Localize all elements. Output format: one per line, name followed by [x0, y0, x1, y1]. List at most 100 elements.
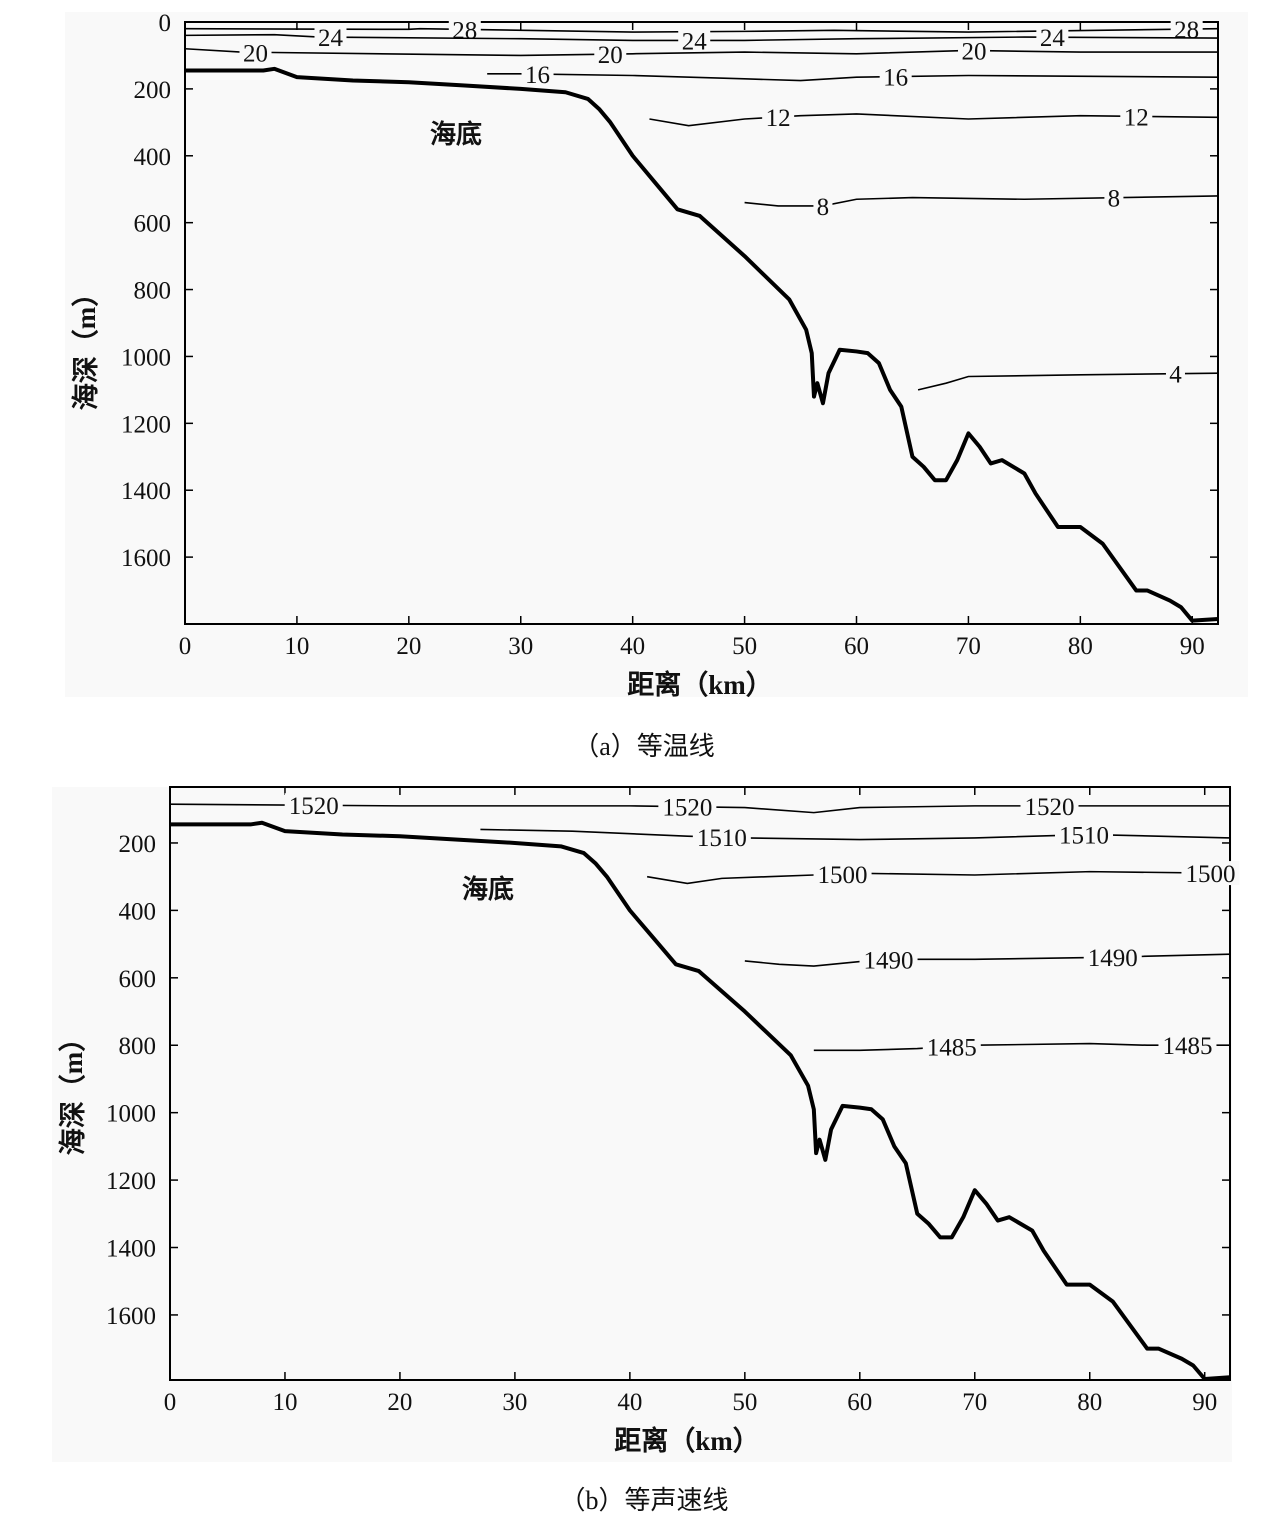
contour-label: 1485: [1162, 1033, 1212, 1060]
x-tick-label: 60: [847, 1389, 872, 1416]
y-tick-label: 400: [119, 898, 157, 925]
contour-label: 24: [318, 25, 344, 52]
seabed-label: 海底: [430, 119, 482, 149]
contour-label: 24: [682, 28, 708, 55]
y-tick-label: 800: [134, 278, 172, 305]
seabed-profile: [185, 66, 1219, 623]
x-tick-label: 50: [732, 633, 757, 660]
y-tick-label: 1000: [106, 1101, 156, 1128]
x-tick-label: 30: [508, 633, 533, 660]
contour-label: 12: [1124, 104, 1149, 131]
x-tick-label: 10: [284, 633, 309, 660]
y-tick-label: 1400: [121, 478, 171, 505]
contour-label-bg: [1104, 185, 1124, 210]
y-tick-label: 200: [134, 77, 172, 104]
contour-line-24: [184, 33, 1219, 42]
contour-label: 20: [962, 39, 987, 66]
contour-label-bg: [1054, 822, 1113, 847]
contour-label-bg: [762, 104, 795, 129]
x-tick-label: 90: [1180, 633, 1205, 660]
contour-label: 1520: [1025, 794, 1075, 821]
contour-label-bg: [1165, 361, 1185, 386]
caption-a: （a）等温线: [573, 732, 715, 761]
contour-label: 24: [1040, 25, 1066, 52]
contour-label-bg: [658, 794, 717, 819]
plot-background: [65, 12, 1248, 697]
y-tick-label: 200: [119, 831, 157, 858]
x-tick-label: 80: [1077, 1389, 1102, 1416]
y-tick-label: 400: [134, 144, 172, 171]
contour-label-bg: [1170, 17, 1203, 42]
x-tick-label: 20: [396, 633, 421, 660]
plot-frame: [169, 786, 1231, 1381]
x-tick-label: 40: [617, 1389, 642, 1416]
panel-a-isotherms: 0 10 20 30 40 50 60 70 80 90 0 200 400 600 800 1000 1200…: [65, 10, 1248, 700]
x-tick-label: 70: [956, 633, 981, 660]
y-tick-label: 800: [119, 1033, 157, 1060]
contour-label: 16: [883, 65, 908, 92]
caption-b: （b）等声速线: [559, 1486, 729, 1515]
contour-label: 28: [452, 17, 477, 44]
contour-label-bg: [1036, 25, 1069, 50]
contour-label: 12: [766, 105, 791, 132]
y-axis-label: 海深（m）: [58, 1025, 88, 1156]
x-tick-label: 50: [732, 1389, 757, 1416]
contour-label-bg: [678, 28, 711, 53]
contour-label-bg: [958, 38, 991, 63]
contour-line-20: [184, 47, 1218, 57]
contour-label: 1520: [662, 795, 712, 822]
contour-label: 16: [525, 62, 550, 89]
x-tick-label: 0: [164, 1389, 177, 1416]
x-tick-label: 60: [844, 633, 869, 660]
contour-label-bg: [1120, 104, 1153, 129]
contour-line-1520: [169, 803, 1230, 814]
contour-label-bg: [692, 825, 751, 850]
x-tick-label: 30: [502, 1389, 527, 1416]
contour-label-bg: [1020, 793, 1079, 818]
x-axis-label: 距离（km）: [627, 669, 773, 700]
plot-frame: [184, 21, 1219, 625]
contour-label: 1490: [864, 947, 914, 974]
contour-label-bg: [813, 193, 833, 218]
y-tick-label: 600: [119, 966, 157, 993]
y-tick-label: 1600: [121, 545, 171, 572]
contour-label-bg: [1083, 945, 1142, 970]
contour-label: 1520: [289, 793, 339, 820]
contour-label: 1500: [1185, 861, 1235, 888]
contour-label-bg: [879, 64, 912, 89]
contour-label: 4: [1169, 362, 1182, 389]
x-tick-label: 80: [1068, 633, 1093, 660]
contour-label: 1510: [1059, 823, 1109, 850]
x-tick-label: 90: [1192, 1389, 1217, 1416]
contour-label-bg: [859, 947, 918, 972]
contour-line-12: [649, 113, 1219, 127]
contour-label: 8: [817, 194, 830, 221]
contour-label-bg: [284, 793, 343, 818]
contour-label-bg: [1181, 861, 1240, 886]
contour-label: 1490: [1088, 945, 1138, 972]
y-tick-label: 1400: [106, 1236, 156, 1263]
contour-line-4: [917, 372, 1219, 391]
contour-label-bg: [1158, 1033, 1217, 1058]
plot-background: [52, 787, 1232, 1462]
contour-label: 20: [243, 40, 268, 67]
contour-label-bg: [922, 1034, 981, 1059]
x-tick-label: 20: [387, 1389, 412, 1416]
contour-label: 8: [1108, 186, 1121, 213]
x-tick-label: 40: [620, 633, 645, 660]
contour-line-8: [744, 195, 1219, 207]
y-tick-label: 1200: [106, 1168, 156, 1195]
x-tick-label: 70: [962, 1389, 987, 1416]
y-tick-label: 1000: [121, 344, 171, 371]
contour-label: 1500: [818, 862, 868, 889]
contour-label: 1485: [927, 1035, 977, 1062]
seabed-profile: [170, 820, 1231, 1381]
contour-label-bg: [239, 40, 272, 65]
x-axis-label: 距离（km）: [614, 1425, 760, 1456]
x-tick-label: 10: [272, 1389, 297, 1416]
contour-label-bg: [521, 62, 554, 87]
y-tick-label: 1600: [106, 1303, 156, 1330]
contour-label: 1510: [697, 825, 747, 852]
panel-b-sound-speed-contours: 0 10 20 30 40 50 60 70 80 90 200 400 600 800 1000 1200 1…: [52, 786, 1240, 1462]
